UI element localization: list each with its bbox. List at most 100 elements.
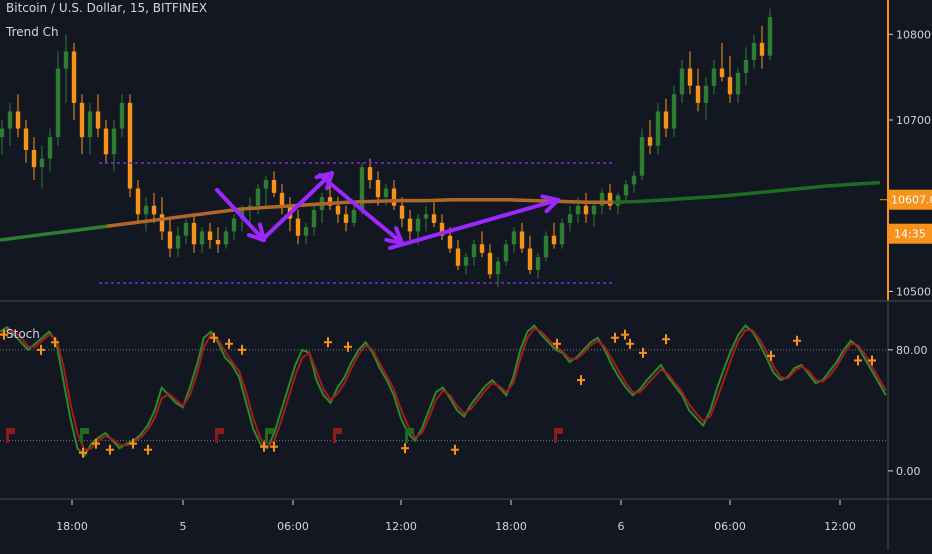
time-tick-label: 5 — [180, 520, 187, 533]
candle-body — [719, 68, 725, 78]
candle-body — [367, 167, 373, 180]
candle-body — [279, 192, 285, 206]
candle-body — [127, 102, 133, 189]
candle-body — [7, 111, 13, 129]
candle-body — [751, 42, 757, 60]
candle-body — [679, 68, 685, 95]
candle-body — [551, 235, 557, 245]
candle-body — [295, 218, 301, 236]
candle-body — [0, 128, 5, 138]
candle-body — [87, 111, 93, 138]
candle-body — [703, 85, 709, 103]
candle-body — [311, 210, 317, 228]
candle-body — [159, 214, 165, 232]
stoch-label: Stoch — [6, 327, 40, 341]
time-tick-label: 06:00 — [277, 520, 309, 533]
price-tick-label: 10800.0 — [896, 28, 932, 41]
stoch-flag-pole — [333, 428, 336, 443]
candle-body — [695, 85, 701, 103]
candle-body — [423, 214, 429, 219]
candle-body — [167, 231, 173, 249]
candle-body — [543, 235, 549, 258]
ma-line-orange — [106, 197, 614, 229]
price-tag — [888, 189, 932, 210]
candle-body — [39, 158, 45, 168]
chart-title: Bitcoin / U.S. Dollar, 15, BITFINEX — [6, 1, 208, 15]
candle-body — [455, 248, 461, 266]
time-tick-label: 06:00 — [714, 520, 746, 533]
candle-body — [191, 222, 197, 245]
candle-body — [111, 128, 117, 155]
stoch-flag — [557, 428, 563, 434]
trend-arrow — [260, 171, 334, 242]
candle-body — [431, 214, 437, 223]
candle-body — [639, 137, 645, 176]
stoch-flag-pole — [215, 428, 218, 443]
candle-body — [671, 94, 677, 129]
candle-body — [767, 17, 773, 56]
stoch-flag-pole — [405, 428, 408, 443]
candle-body — [687, 68, 693, 86]
time-tick-label: 12:00 — [824, 520, 856, 533]
time-tick-label: 6 — [618, 520, 625, 533]
candle-body — [559, 222, 565, 245]
candle-body — [231, 218, 237, 232]
candle-body — [623, 184, 629, 196]
candle-body — [151, 205, 157, 215]
time-tick-label: 12:00 — [385, 520, 417, 533]
stoch-flag-pole — [265, 428, 268, 443]
candle-body — [415, 218, 421, 232]
indicator-label: Trend Ch — [6, 25, 59, 39]
candle-body — [71, 51, 77, 103]
candle-body — [119, 102, 125, 129]
candle-body — [607, 192, 613, 206]
stoch-flag — [268, 428, 274, 434]
candle-body — [143, 205, 149, 215]
candle-body — [663, 111, 669, 129]
candle-body — [15, 111, 21, 129]
candle-body — [735, 72, 741, 95]
candle-body — [727, 77, 733, 95]
candle-body — [79, 102, 85, 138]
trend-arrow — [215, 188, 266, 242]
candle-body — [527, 248, 533, 270]
candle-body — [207, 231, 213, 240]
trend-arrow — [318, 173, 404, 245]
stoch-flag — [408, 428, 414, 434]
candle-body — [199, 231, 205, 245]
candle-body — [535, 257, 541, 270]
stoch-flag-pole — [80, 428, 83, 443]
candle-body — [567, 214, 573, 223]
candle-body — [447, 235, 453, 249]
price-tag-value: 10607.0 — [891, 194, 932, 207]
candle-body — [55, 68, 61, 138]
ma-line-green — [0, 224, 107, 242]
candle-body — [511, 231, 517, 245]
candle-body — [327, 197, 333, 206]
candle-body — [351, 210, 357, 223]
candle-body — [711, 68, 717, 86]
candle-body — [743, 60, 749, 73]
candle-body — [303, 227, 309, 236]
candle-body — [375, 180, 381, 198]
candle-body — [271, 180, 277, 193]
stoch-flag — [9, 428, 15, 434]
candle-body — [31, 150, 37, 168]
candle-body — [175, 235, 181, 249]
price-tick-label: 10700.0 — [896, 114, 932, 127]
stoch-flag — [83, 428, 89, 434]
candle-body — [391, 188, 397, 206]
candle-body — [439, 222, 445, 236]
candle-body — [47, 137, 53, 159]
candle-body — [335, 205, 341, 215]
candle-body — [631, 175, 637, 185]
candle-body — [135, 188, 141, 215]
candle-body — [263, 180, 269, 189]
price-tick-label: 10500.0 — [896, 285, 932, 298]
stoch-flag — [336, 428, 342, 434]
trend-arrow-head — [544, 198, 560, 214]
countdown-tag — [888, 223, 932, 244]
stoch-k-line — [0, 324, 887, 458]
